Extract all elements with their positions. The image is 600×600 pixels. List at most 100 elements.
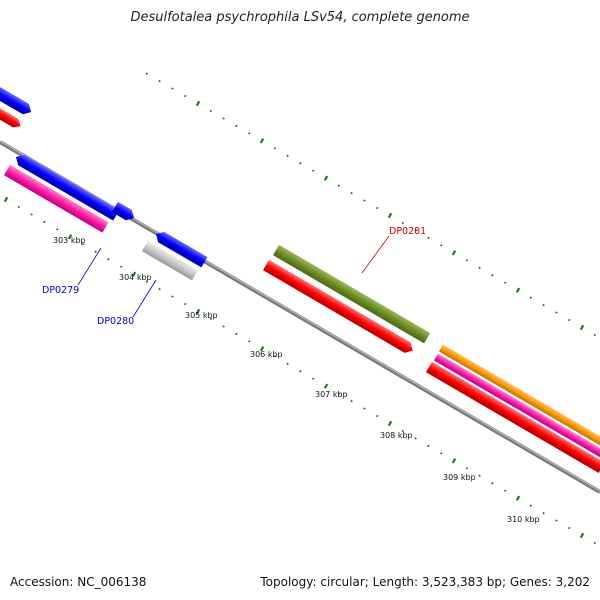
ruler-tick — [247, 340, 251, 343]
ruler-tick — [579, 532, 585, 539]
ruler-tick — [465, 467, 469, 470]
scale-label-306: 306 kbp — [250, 350, 283, 359]
ruler-tick — [158, 79, 161, 83]
ruler-tick — [439, 452, 443, 455]
gene-blue-top-left — [0, 83, 32, 115]
ruler-tick — [107, 258, 110, 261]
ruler-tick — [414, 229, 417, 232]
ruler-tick — [259, 346, 265, 352]
ruler-tick — [350, 191, 353, 195]
ruler-tick — [387, 420, 393, 427]
ruler-tick — [478, 474, 481, 477]
ruler-tick — [43, 220, 46, 224]
gene-dp0280-blue — [156, 231, 208, 268]
ruler-tick — [350, 399, 353, 403]
ruler-tick — [171, 87, 174, 90]
ruler-tick — [183, 302, 187, 306]
ruler-tick — [491, 482, 494, 485]
ruler-tick — [3, 196, 9, 203]
ruler-tick — [529, 296, 533, 299]
ruler-tick — [375, 414, 379, 418]
ruler-tick — [119, 265, 123, 268]
ruler-tick — [67, 234, 73, 240]
ruler-tick — [235, 332, 238, 336]
ruler-tick — [515, 287, 521, 293]
scale-label-308: 308 kbp — [380, 431, 413, 440]
callout-line-dp0280 — [132, 279, 157, 318]
ruler-tick — [311, 377, 315, 380]
ruler-tick — [555, 311, 558, 314]
ruler-tick — [337, 184, 341, 187]
ruler-tick — [209, 109, 213, 113]
ruler-tick — [401, 221, 405, 225]
ruler-tick — [286, 362, 289, 365]
ruler-tick — [311, 169, 315, 172]
ruler-tick — [195, 100, 201, 107]
gene-red-top-left — [0, 104, 21, 128]
ruler-tick — [387, 212, 393, 219]
map-title: Desulfotalea psychrophila LSv54, complet… — [130, 10, 470, 25]
scale-label-310: 310 kbp — [507, 515, 540, 524]
ruler-tick — [323, 383, 329, 389]
ruler-tick — [363, 199, 366, 202]
ruler-tick — [579, 324, 585, 331]
ruler-tick — [567, 526, 571, 530]
ruler-tick — [55, 228, 59, 231]
ruler-tick — [158, 287, 161, 291]
ruler-tick — [542, 303, 545, 307]
gene-blue-a — [16, 154, 120, 221]
ruler-tick — [567, 318, 571, 322]
ruler-tick — [337, 392, 341, 395]
ruler-tick — [183, 94, 187, 98]
gene-dp0281-olive — [272, 244, 431, 344]
ruler-tick — [259, 138, 265, 144]
gene-pink-right — [433, 353, 600, 462]
ruler-tick — [247, 132, 251, 135]
ruler-tick — [503, 489, 507, 492]
callout-line-dp0281 — [361, 235, 390, 274]
gene-label-dp0281[interactable]: DP0281 — [389, 226, 426, 237]
ruler-tick — [542, 511, 545, 515]
ruler-tick — [222, 325, 225, 328]
ruler-tick — [363, 407, 366, 410]
ruler-tick — [286, 154, 289, 157]
gene-blue-b — [111, 201, 135, 221]
callout-line-dp0279 — [77, 247, 102, 286]
ruler-tick — [145, 72, 149, 75]
ruler-tick — [299, 162, 302, 165]
ruler-tick — [222, 117, 225, 120]
ruler-tick — [94, 250, 97, 253]
scale-label-305: 305 kbp — [185, 311, 218, 320]
scale-label-307: 307 kbp — [315, 390, 348, 399]
ruler-tick — [478, 266, 481, 269]
ruler-tick — [593, 333, 597, 337]
scale-label-309: 309 kbp — [443, 473, 476, 482]
ruler-tick — [451, 250, 457, 256]
ruler-tick — [465, 259, 469, 262]
ruler-tick — [451, 458, 457, 464]
ruler-tick — [323, 175, 329, 181]
ruler-tick — [273, 147, 277, 150]
gene-orange — [438, 344, 600, 453]
ruler-tick — [439, 244, 443, 247]
gene-label-dp0280[interactable]: DP0280 — [97, 316, 134, 327]
ruler-tick — [145, 280, 149, 283]
ruler-tick — [427, 444, 430, 448]
ruler-tick — [131, 271, 137, 277]
scale-label-303: 303 kbp — [53, 236, 86, 245]
ruler-tick — [593, 541, 597, 545]
tick-tracks — [3, 72, 597, 545]
ruler-tick — [17, 205, 21, 209]
ruler-tick — [209, 317, 213, 321]
ruler-tick — [299, 370, 302, 373]
gene-pink — [3, 164, 109, 233]
ruler-tick — [515, 495, 521, 501]
ruler-tick — [503, 281, 507, 284]
gene-dp0280-gray — [141, 240, 199, 281]
gene-label-dp0279[interactable]: DP0279 — [42, 285, 79, 296]
ruler-tick — [555, 519, 558, 522]
accession-label: Accession: NC_006138 — [10, 575, 147, 589]
ruler-tick — [427, 236, 430, 240]
ruler-tick — [529, 504, 533, 507]
